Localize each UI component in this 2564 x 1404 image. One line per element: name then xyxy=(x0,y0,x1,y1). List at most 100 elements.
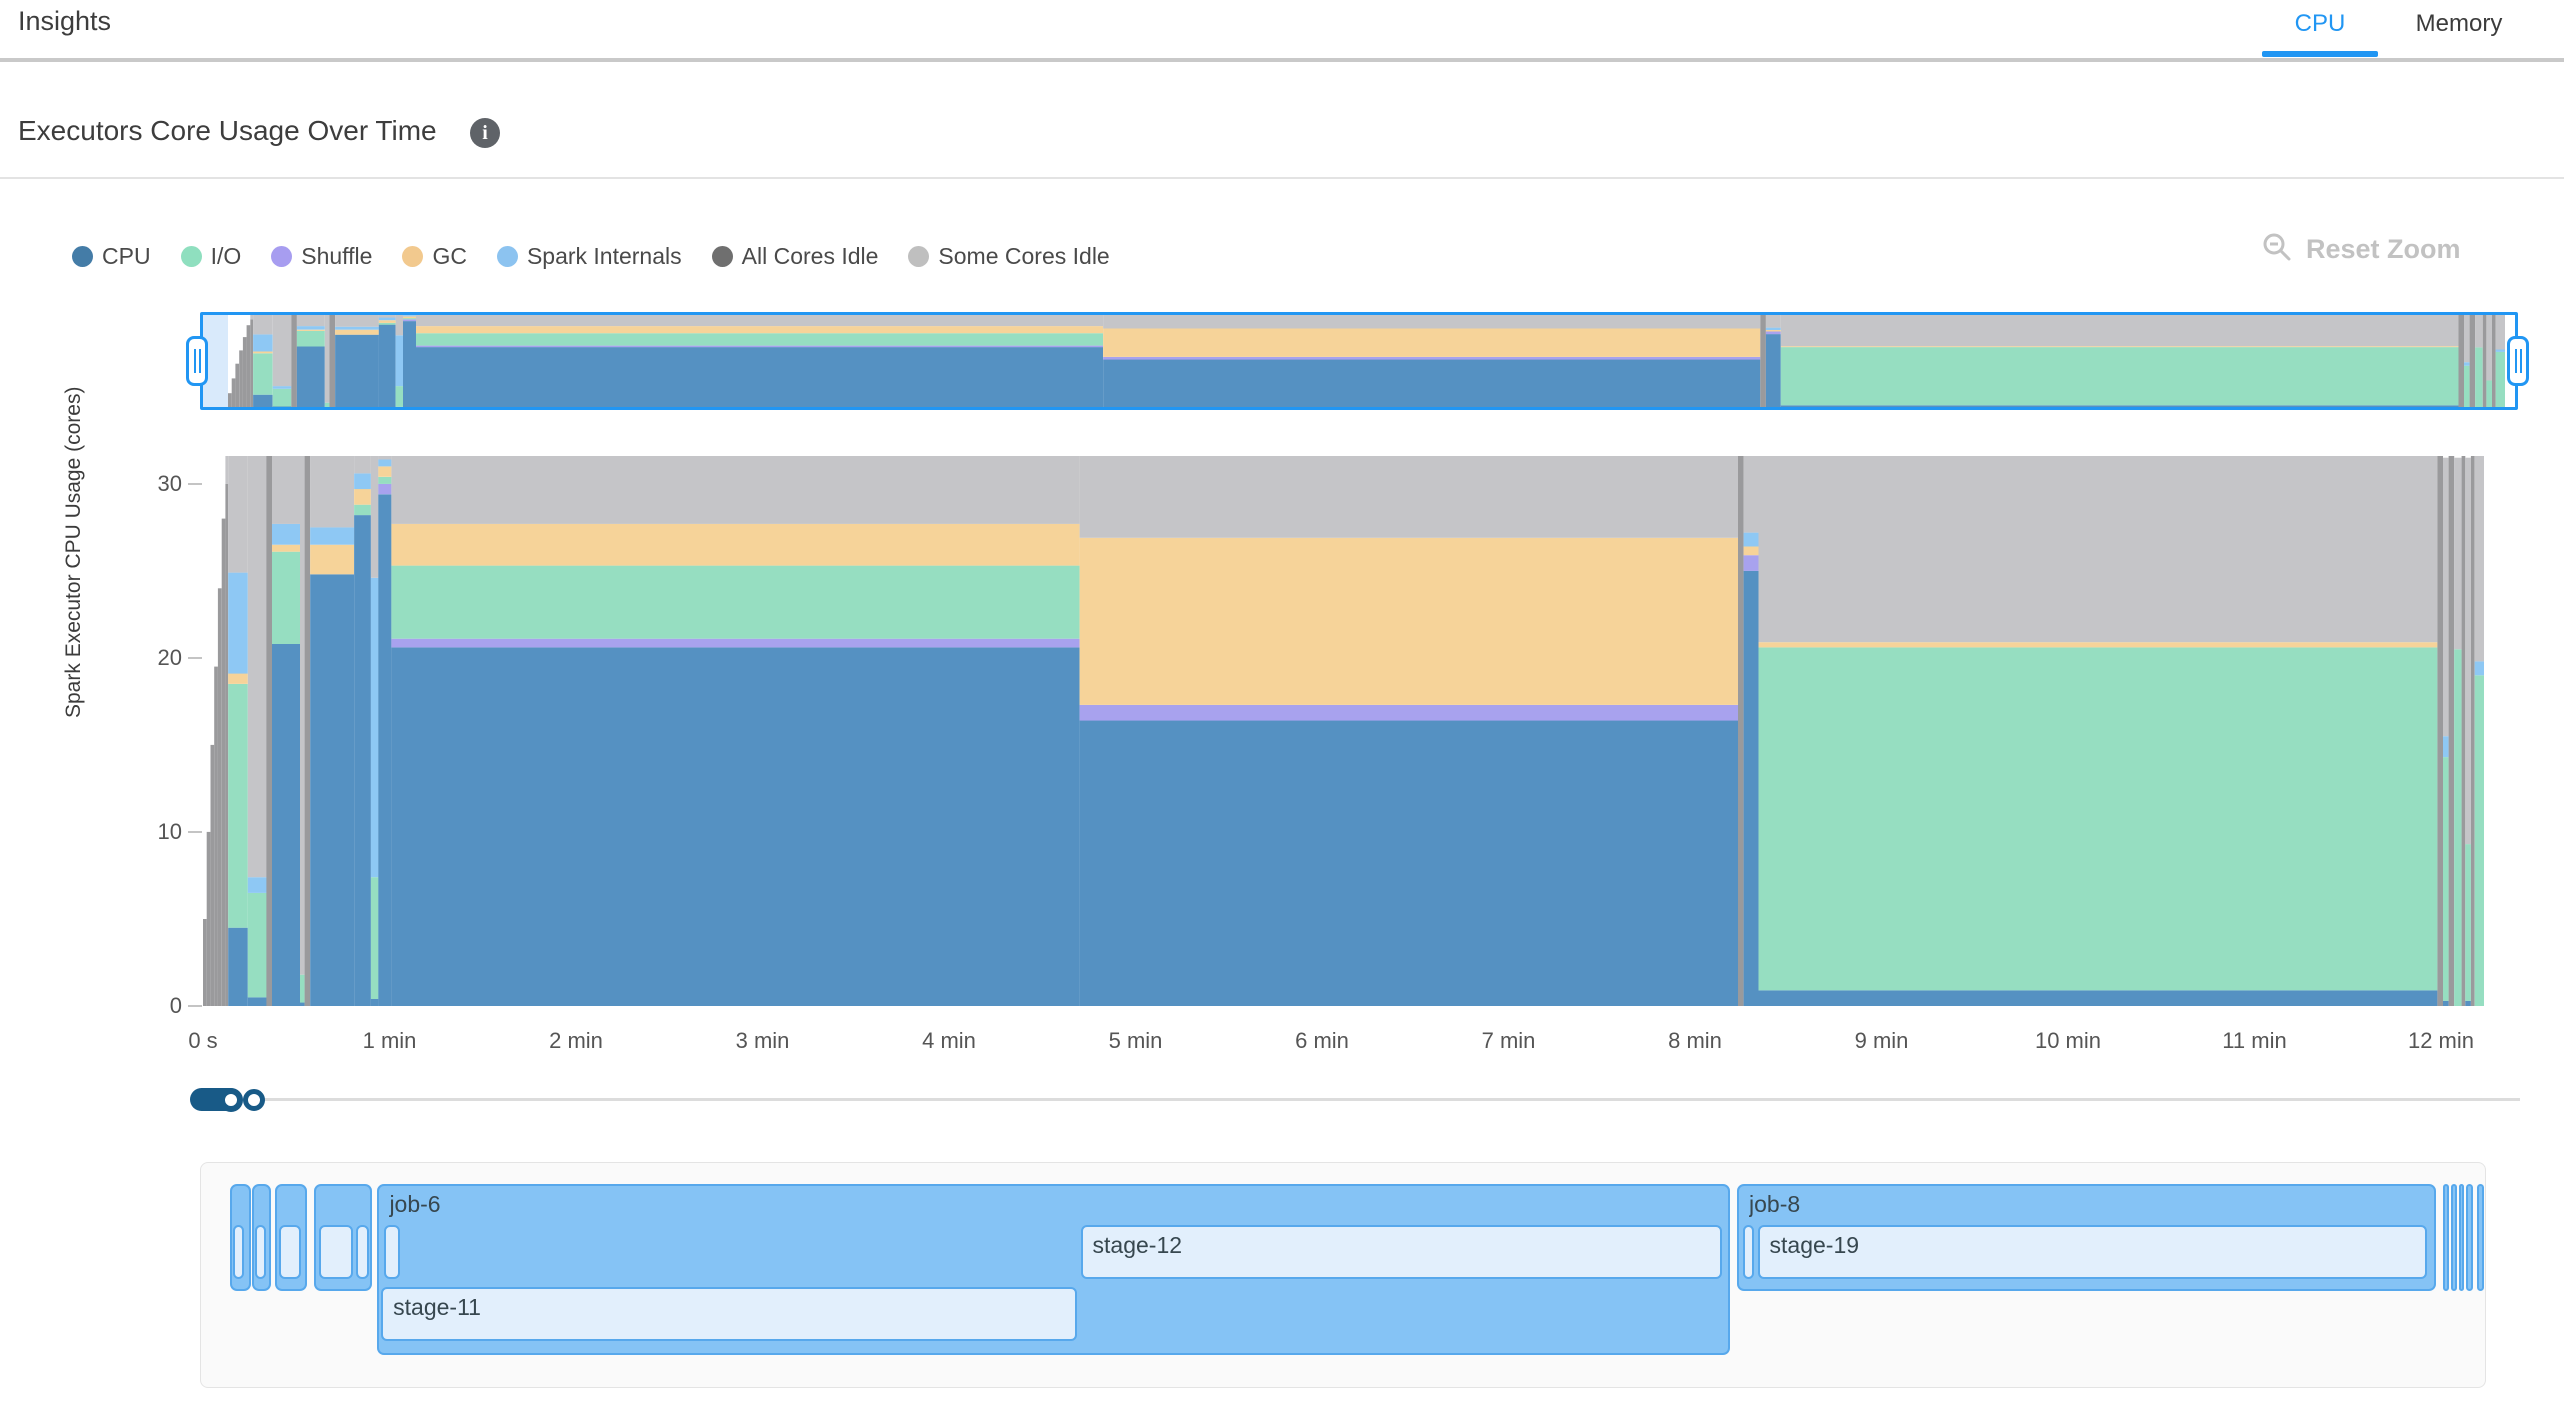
zoom-slider-handle-left[interactable] xyxy=(219,1088,243,1112)
header-divider xyxy=(0,58,2564,62)
segment-some_idle xyxy=(228,456,248,573)
segment-cpu xyxy=(296,346,325,408)
segment-cpu xyxy=(370,999,379,1006)
tab-cpu[interactable]: CPU xyxy=(2294,10,2346,37)
x-axis-tick-label: 0 s xyxy=(188,1028,218,1053)
segment-some_idle xyxy=(391,456,1080,524)
stage-box[interactable] xyxy=(355,1225,370,1279)
stage-box[interactable] xyxy=(232,1225,245,1279)
overview-mini-chart[interactable] xyxy=(228,314,2505,408)
segment-some_idle xyxy=(250,314,254,320)
segment-io xyxy=(2475,347,2483,408)
segment-io xyxy=(403,318,416,320)
segment-gc xyxy=(310,544,354,575)
segment-io xyxy=(300,974,305,1003)
segment-gc xyxy=(253,351,273,354)
segment-all_idle xyxy=(2458,314,2465,408)
segment-cpu xyxy=(1765,334,1781,408)
x-axis-tick-label: 3 min xyxy=(735,1028,790,1053)
segment-cpu xyxy=(247,997,267,1006)
segment-gc xyxy=(416,326,1103,334)
segment-io xyxy=(324,402,330,408)
segment-some_idle xyxy=(2454,457,2462,650)
stage-box[interactable] xyxy=(278,1225,301,1279)
cpu-usage-stacked-area-chart[interactable] xyxy=(203,449,2484,1006)
x-axis-tick-label: 5 min xyxy=(1108,1028,1163,1053)
segment-all_idle xyxy=(214,666,218,1006)
segment-some_idle xyxy=(2464,314,2470,363)
segment-all_idle xyxy=(2470,456,2475,1006)
legend-item-gc: GC xyxy=(402,243,467,270)
zoom-slider-track[interactable] xyxy=(233,1098,2520,1101)
section-title: Executors Core Usage Over Time xyxy=(18,115,437,146)
job-box[interactable] xyxy=(2466,1184,2473,1291)
stage-box-stage-12[interactable]: stage-12 xyxy=(1080,1225,1723,1279)
segment-io xyxy=(2474,675,2484,1006)
legend-label: Spark Internals xyxy=(526,243,682,269)
segment-cpu xyxy=(1780,405,2459,408)
segment-internals xyxy=(354,473,371,490)
stage-label: stage-11 xyxy=(393,1294,481,1320)
job-box[interactable] xyxy=(2477,1184,2484,1291)
y-axis-tick-label: 0 xyxy=(169,993,182,1018)
y-axis-tick-label: 30 xyxy=(157,470,182,496)
segment-internals xyxy=(272,386,292,389)
stage-box[interactable] xyxy=(1742,1225,1754,1279)
segment-gc xyxy=(335,329,379,335)
segment-internals xyxy=(296,326,325,330)
stage-box-stage-11[interactable]: stage-11 xyxy=(381,1287,1077,1341)
x-axis-tick-label: 7 min xyxy=(1481,1028,1536,1053)
zoom-slider-handle-right[interactable] xyxy=(243,1089,265,1111)
y-axis-tick-label: 20 xyxy=(157,644,182,670)
brush-handle-left[interactable] xyxy=(186,336,208,386)
segment-all_idle xyxy=(1760,314,1766,408)
segment-shuffle xyxy=(378,483,392,495)
stage-box[interactable] xyxy=(255,1225,267,1279)
segment-some_idle xyxy=(324,314,330,403)
tab-memory[interactable]: Memory xyxy=(2415,10,2503,37)
segment-some_idle xyxy=(2443,457,2449,737)
brush-selection[interactable] xyxy=(200,312,2518,410)
segment-all_idle xyxy=(217,588,222,1006)
segment-cpu xyxy=(1103,359,1761,408)
legend-label: GC xyxy=(432,243,467,269)
info-icon[interactable]: i xyxy=(470,118,500,148)
segment-all_idle xyxy=(266,456,272,1006)
stage-box[interactable] xyxy=(318,1225,354,1279)
segment-some_idle xyxy=(1079,456,1738,538)
segment-io xyxy=(272,388,292,407)
segment-some_idle xyxy=(272,314,292,387)
job-box[interactable] xyxy=(2451,1184,2457,1291)
segment-all_idle xyxy=(2492,314,2496,408)
x-axis-tick-label: 6 min xyxy=(1295,1028,1349,1053)
segment-gc xyxy=(354,489,371,505)
segment-gc xyxy=(296,329,325,331)
stage-box[interactable] xyxy=(383,1225,400,1279)
job-box[interactable] xyxy=(2442,1184,2450,1291)
jobs-stages-timeline: job-6 stage-12 stage-11 job-8 stage-19 xyxy=(200,1162,2486,1388)
stage-label: stage-19 xyxy=(1769,1232,1860,1258)
segment-io xyxy=(370,877,379,999)
cpu-legend-dot-icon xyxy=(72,246,93,267)
segment-gc xyxy=(403,316,416,319)
stage-box-stage-19[interactable]: stage-19 xyxy=(1757,1225,2428,1279)
stage-label: stage-12 xyxy=(1092,1232,1183,1258)
segment-some_idle xyxy=(1743,456,1759,533)
legend-label: Some Cores Idle xyxy=(938,243,1110,269)
segment-internals xyxy=(378,459,392,467)
segment-some_idle xyxy=(1780,314,2459,347)
segment-some_idle xyxy=(2495,314,2505,350)
active-tab-underline xyxy=(2262,51,2378,57)
segment-io xyxy=(272,551,300,644)
segment-some_idle xyxy=(253,314,273,335)
segment-shuffle xyxy=(1103,356,1761,360)
segment-io xyxy=(416,333,1103,346)
zoom-out-icon xyxy=(2262,232,2292,267)
segment-internals xyxy=(1765,327,1781,330)
internals-legend-dot-icon xyxy=(496,246,518,267)
segment-io xyxy=(2443,757,2449,1001)
job-box[interactable] xyxy=(2458,1184,2465,1291)
segment-some_idle xyxy=(272,456,300,524)
reset-zoom-button[interactable]: Reset Zoom xyxy=(2262,232,2461,267)
brush-handle-right[interactable] xyxy=(2507,336,2529,386)
